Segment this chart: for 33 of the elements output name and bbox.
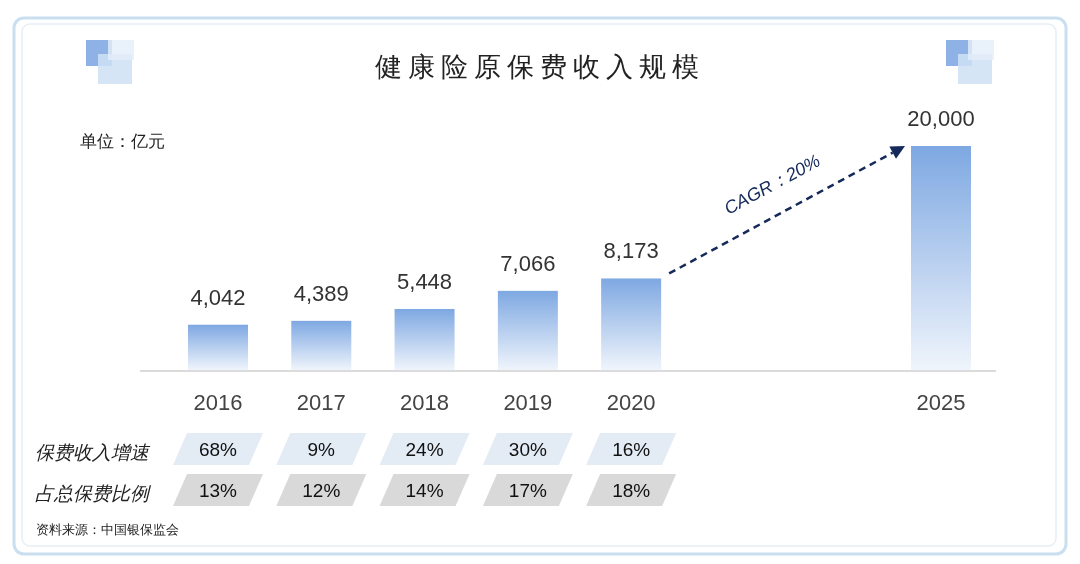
- bar: [911, 146, 971, 370]
- data-label: 30%: [508, 439, 547, 460]
- text: 保费收入增速: [35, 442, 151, 463]
- annotation: 单位：亿元: [80, 132, 165, 151]
- bar: [188, 324, 248, 370]
- x-tick-label: 2016: [193, 390, 243, 415]
- x-tick-label: 2018: [400, 390, 450, 415]
- data-label: 24%: [405, 439, 444, 460]
- text: 占总保费比例: [35, 483, 152, 504]
- text: 资料来源：中国银保监会: [36, 522, 179, 537]
- data-label: 13%: [198, 480, 238, 501]
- x-tick-label: 2019: [503, 390, 553, 415]
- data-label: 4,042: [190, 284, 246, 310]
- chart-title: 健康险原保费收入规模: [375, 52, 705, 82]
- data-label: 5,448: [397, 268, 453, 294]
- data-label: 8,173: [603, 238, 659, 264]
- data-label: 14%: [405, 480, 444, 501]
- data-label: 7,066: [500, 250, 556, 276]
- data-label: 68%: [198, 439, 238, 460]
- x-tick-label: 2020: [606, 390, 656, 415]
- bar: [601, 278, 662, 370]
- x-tick-label: 2025: [916, 390, 966, 415]
- bar: [497, 290, 558, 370]
- data-label: 9%: [307, 439, 336, 460]
- data-label: 4,389: [293, 280, 349, 306]
- data-label: 12%: [302, 480, 341, 501]
- data-label: 17%: [508, 480, 547, 501]
- bar: [394, 308, 455, 370]
- data-label: 16%: [612, 439, 651, 460]
- data-label: 20,000: [907, 106, 975, 131]
- data-label: 18%: [612, 480, 651, 501]
- bar: [291, 320, 352, 370]
- x-tick-label: 2017: [296, 390, 346, 415]
